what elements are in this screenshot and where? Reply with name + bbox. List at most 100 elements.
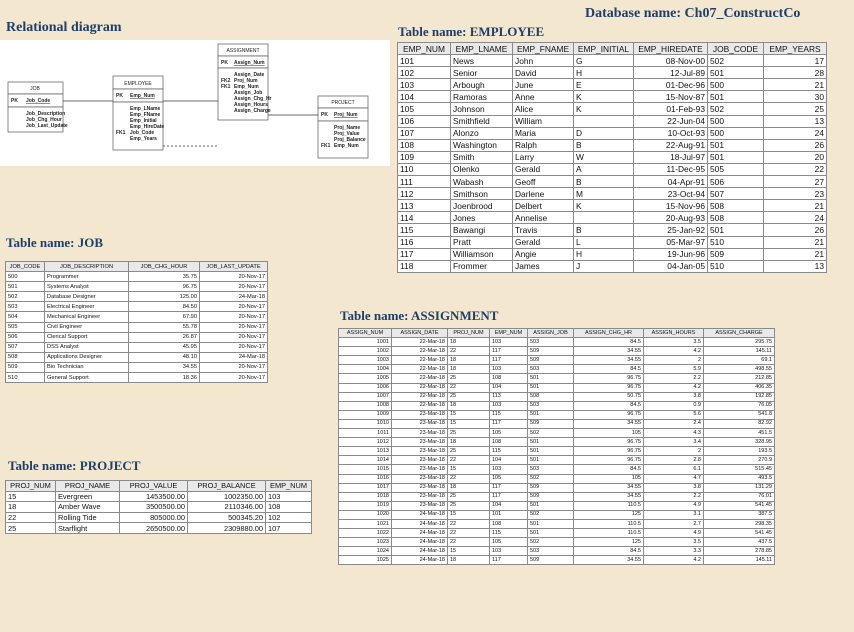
table-cell: 501 [527, 528, 574, 539]
table-cell: 501 [527, 446, 574, 457]
table-cell: 35.75 [128, 271, 200, 283]
entity-employee-field: Job_Code [130, 130, 154, 136]
table-cell: 20 [763, 150, 827, 164]
table-cell: 1005 [338, 373, 392, 384]
table-cell: Ramoras [450, 90, 513, 104]
table-cell: 84.5 [573, 400, 644, 411]
table-row: 1010 23-Mar-18 15 117 509 34.55 2.4 82.92 [338, 418, 775, 430]
entity-job-name: JOB [30, 86, 40, 92]
table-cell: 501 [527, 455, 574, 466]
table-row: 117 Williamson Angie H 19-Jun-96 509 21 [397, 247, 827, 261]
table-cell: 6.1 [643, 464, 704, 475]
table-cell: 2.2 [643, 373, 704, 384]
table-cell: 503 [527, 464, 574, 475]
table-row: 109 Smith Larry W 18-Jul-97 501 20 [397, 150, 827, 164]
table-cell: 1015 [338, 464, 392, 475]
column-header: EMP_YEARS [763, 41, 827, 56]
table-cell: 502 [527, 509, 574, 520]
table-cell: 1004 [338, 364, 392, 375]
entity-job-field: Job_Chg_Hour [26, 117, 62, 123]
table-cell: 22-Aug-91 [633, 138, 708, 152]
table-cell: 508 [707, 199, 764, 213]
table-cell: 18 [447, 355, 490, 366]
table-cell: 22-Mar-18 [391, 391, 448, 402]
table-cell: 102 [265, 511, 312, 524]
table-cell: 501 [707, 90, 764, 104]
table-cell: 1023 [338, 537, 392, 548]
table-cell: 1007 [338, 391, 392, 402]
table-cell: 18 [5, 501, 56, 513]
table-cell: 504 [5, 311, 45, 323]
table-cell: 22 [447, 382, 490, 393]
table-cell: 114 [397, 211, 451, 225]
table-row: 505 Civil Engineer 55.78 20-Nov-17 [5, 321, 268, 333]
table-cell: 15 [447, 546, 490, 557]
column-header: ASSIGN_JOB [527, 327, 574, 339]
table-cell: Starflight [55, 522, 120, 534]
entity-assignment-field: Assign_Hours [234, 102, 268, 108]
table-cell: 2.4 [643, 418, 704, 430]
table-cell: 4.2 [643, 555, 704, 566]
table-cell: 5.6 [643, 409, 704, 420]
table-cell: 21 [763, 78, 827, 92]
table-cell: 4.2 [643, 382, 704, 393]
table-cell: 502 [527, 473, 574, 484]
entity-project-field: Proj_Name [334, 125, 360, 131]
table-cell: 1018 [338, 491, 392, 502]
table-cell: 500 [707, 114, 764, 128]
table-cell: 69.1 [703, 355, 775, 366]
table-cell: 1009 [338, 409, 392, 420]
table-cell: 22-Mar-18 [391, 355, 448, 366]
column-header: ASSIGN_CHARGE [703, 327, 775, 339]
table-cell: 2309880.00 [187, 522, 266, 534]
table-cell: 505 [707, 162, 764, 177]
table-header-row: PROJ_NUM PROJ_NAME PROJ_VALUE PROJ_BALANCE E… [5, 480, 312, 492]
table-cell: 113 [489, 391, 528, 402]
table-cell: 500 [5, 271, 45, 283]
table-cell: 2 [643, 446, 704, 457]
project-table: PROJ_NUM PROJ_NAME PROJ_VALUE PROJ_BALANCE E… [5, 480, 312, 534]
table-cell: 21 [763, 235, 827, 249]
table-cell: 509 [527, 491, 574, 502]
table-cell: 01-Feb-93 [633, 102, 708, 116]
table-cell: 295.75 [703, 337, 775, 348]
table-cell: 192.85 [703, 391, 775, 402]
table-cell: 25 [447, 500, 490, 511]
table-cell: 503 [527, 364, 574, 375]
table-cell: 24-Mar-18 [391, 537, 448, 548]
table-cell: 501 [527, 373, 574, 384]
database-name: Database name: Ch07_ConstructCo [585, 6, 801, 21]
entity-employee-name: EMPLOYEE [124, 81, 152, 87]
table-row: 1001 22-Mar-18 18 103 503 84.5 3.5 295.75 [338, 337, 775, 348]
table-cell: Williamson [450, 247, 513, 261]
table-cell: 103 [489, 364, 528, 375]
table-cell: 112 [397, 187, 451, 201]
table-cell: 103 [489, 546, 528, 557]
table-cell: 108 [265, 501, 312, 513]
table-cell: 298.35 [703, 518, 775, 530]
entity-job-pk-field: Job_Code [26, 98, 50, 104]
table-cell: 117 [489, 491, 528, 502]
table-cell: 1016 [338, 473, 392, 484]
table-cell: 105 [573, 473, 644, 484]
table-header-row: JOB_CODE JOB_DESCRIPTION JOB_CHG_HOUR JOB_L… [5, 260, 268, 273]
table-row: 1007 22-Mar-18 25 113 508 50.75 3.8 192.85 [338, 391, 775, 402]
table-cell: David [512, 66, 574, 80]
table-row: 114 Jones Annelise 20-Aug-93 508 24 [397, 211, 827, 225]
entity-assignment-field: Assign_Date [234, 72, 265, 78]
table-cell: Gerald [512, 162, 574, 177]
table-cell: 501 [707, 138, 764, 152]
column-header: EMP_FNAME [512, 41, 574, 56]
table-row: 1014 23-Mar-18 22 104 501 96.75 2.8 270.9 [338, 455, 775, 466]
table-cell: 541.45 [703, 500, 775, 511]
table-cell: J [573, 259, 634, 273]
table-cell: 22-Mar-18 [391, 373, 448, 384]
table-cell: 23-Mar-18 [391, 491, 448, 502]
table-cell: 1020 [338, 509, 392, 520]
table-cell: John [512, 54, 574, 68]
table-cell: 3.5 [643, 337, 704, 348]
table-cell: L [573, 235, 634, 249]
table-cell: Alonzo [450, 126, 513, 140]
table-cell: James [512, 259, 574, 273]
table-cell: 108 [489, 518, 528, 530]
